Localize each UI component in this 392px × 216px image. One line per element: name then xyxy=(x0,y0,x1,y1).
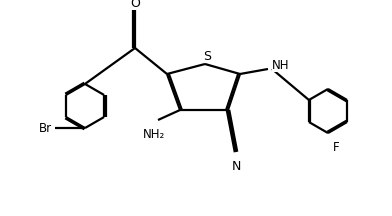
Text: O: O xyxy=(130,0,140,10)
Text: Br: Br xyxy=(38,122,52,135)
Text: NH₂: NH₂ xyxy=(143,128,165,141)
Text: S: S xyxy=(203,49,211,62)
Text: N: N xyxy=(231,160,241,173)
Text: F: F xyxy=(333,141,339,154)
Text: NH: NH xyxy=(272,59,290,71)
